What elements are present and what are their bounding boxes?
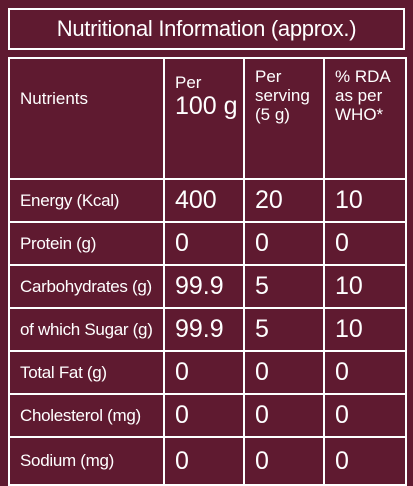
data-row: Sodium (mg) 0 0 0 (8, 436, 407, 486)
header-text: Per (175, 73, 202, 92)
header-text: (5 g) (255, 105, 290, 124)
nutrient-value: 0 (323, 393, 407, 438)
nutrition-table: Nutrients Per 100 g Per serving (5 g)% RDA as … (8, 57, 407, 486)
nutrient-value: 0 (163, 436, 245, 486)
header-text: % RDA (335, 67, 391, 86)
nutrient-name: Total Fat (g) (8, 350, 165, 395)
header-text: as per (335, 86, 383, 105)
nutrient-value: 0 (163, 350, 245, 395)
header-cell: Per serving (5 g) (243, 57, 325, 180)
header-text: Per (255, 67, 282, 86)
header-text: serving (255, 86, 310, 105)
data-row: Cholesterol (mg) 0 0 0 (8, 393, 407, 438)
nutrient-value: 0 (243, 393, 325, 438)
data-row: Carbohydrates (g) 99.9 5 10 (8, 264, 407, 309)
nutrient-value: 0 (323, 350, 407, 395)
nutrient-value: 10 (323, 307, 407, 352)
header-text: 100 g (175, 92, 238, 120)
data-row: Protein (g) 0 0 0 (8, 221, 407, 266)
nutrient-name: Sodium (mg) (8, 436, 165, 486)
nutrient-name: Cholesterol (mg) (8, 393, 165, 438)
data-row: Energy (Kcal) 400 20 10 (8, 178, 407, 223)
header-text: Nutrients (20, 89, 89, 108)
nutrient-name: of which Sugar (g) (8, 307, 165, 352)
nutrient-value: 5 (243, 307, 325, 352)
data-row: Total Fat (g) 0 0 0 (8, 350, 407, 395)
nutrient-value: 0 (323, 436, 407, 486)
header-cell: % RDA as per WHO* (323, 57, 407, 180)
nutrient-value: 0 (243, 436, 325, 486)
nutrient-value: 20 (243, 178, 325, 223)
nutrient-value: 0 (243, 221, 325, 266)
data-row: of which Sugar (g) 99.9 5 10 (8, 307, 407, 352)
nutrient-value: 10 (323, 264, 407, 309)
nutrient-value: 400 (163, 178, 245, 223)
header-row: Nutrients Per 100 g Per serving (5 g)% RDA as … (8, 57, 407, 180)
nutrient-value: 0 (163, 221, 245, 266)
nutrient-value: 99.9 (163, 307, 245, 352)
nutrient-name: Carbohydrates (g) (8, 264, 165, 309)
nutrient-value: 0 (163, 393, 245, 438)
title: Nutritional Information (approx.) (8, 8, 405, 50)
nutrient-name: Energy (Kcal) (8, 178, 165, 223)
header-text: WHO* (335, 105, 384, 124)
header-cell: Per 100 g (163, 57, 245, 180)
nutrient-value: 0 (243, 350, 325, 395)
nutrient-value: 5 (243, 264, 325, 309)
nutrient-value: 0 (323, 221, 407, 266)
nutrient-name: Protein (g) (8, 221, 165, 266)
header-cell: Nutrients (8, 57, 165, 180)
nutrient-value: 99.9 (163, 264, 245, 309)
nutrient-value: 10 (323, 178, 407, 223)
